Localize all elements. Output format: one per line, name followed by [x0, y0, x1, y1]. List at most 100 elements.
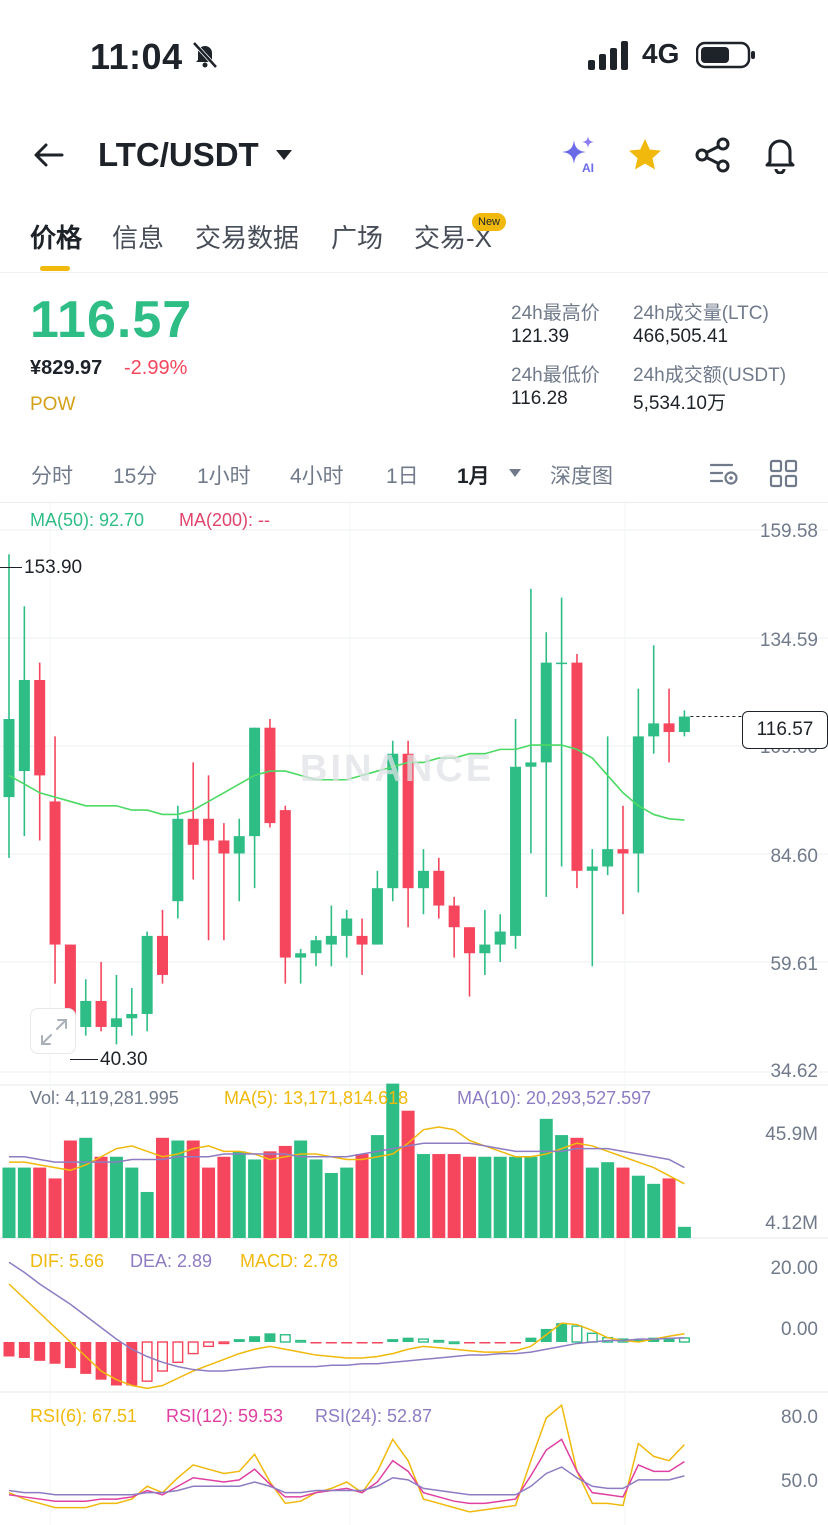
volume-tick: 45.9M: [765, 1124, 818, 1145]
macd-histogram-bar: [249, 1336, 261, 1342]
macd-histogram-bar: [187, 1341, 199, 1355]
macd-histogram-bar: [264, 1333, 276, 1342]
tab-info[interactable]: 信息: [112, 223, 165, 253]
candle-body: [586, 866, 598, 871]
macd-histogram-bar: [510, 1342, 522, 1344]
interval-15m[interactable]: 15分: [113, 465, 158, 488]
volume-bar: [432, 1154, 446, 1238]
volume-bar: [631, 1175, 645, 1238]
price-tick: 159.58: [759, 521, 818, 542]
macd-histogram-bar: [218, 1341, 230, 1345]
status-bar: 11:04 4G: [0, 0, 828, 110]
candle-body: [141, 935, 153, 1014]
interval-depth-chart[interactable]: 深度图: [550, 465, 613, 488]
macd-histogram-bar: [448, 1341, 460, 1345]
interval-1h[interactable]: 1小时: [197, 465, 251, 488]
change-percent: -2.99%: [124, 357, 188, 379]
interval-4h[interactable]: 4小时: [290, 465, 344, 488]
macd-histogram-bar: [356, 1342, 368, 1344]
volume-ma10-line: [9, 1142, 685, 1169]
macd-histogram-bar: [279, 1334, 291, 1343]
pair-title[interactable]: LTC/USDT: [98, 136, 259, 173]
macd-histogram-bar: [80, 1342, 92, 1374]
consensus-tag[interactable]: POW: [30, 394, 76, 415]
candle-body: [110, 1018, 122, 1027]
candle-body: [295, 953, 307, 958]
candle-body: [325, 935, 337, 945]
ai-sparkle-icon[interactable]: AI: [558, 134, 600, 176]
volume-bar: [447, 1154, 461, 1238]
candle-body: [479, 944, 491, 954]
header: LTC/USDT AI: [0, 120, 828, 192]
candle-body: [126, 1013, 138, 1019]
interval-1mo[interactable]: 1月: [457, 465, 490, 488]
volume-bar: [647, 1183, 661, 1238]
macd-histogram-bar: [663, 1337, 675, 1342]
candle-body: [49, 801, 61, 945]
candle-body: [218, 840, 230, 854]
candle-body: [525, 762, 537, 767]
interval-1d[interactable]: 1日: [386, 465, 419, 488]
candle-body: [402, 753, 414, 889]
volume-quote-value: 5,534.10万: [633, 393, 726, 414]
volume-bar: [416, 1154, 430, 1238]
candlestick-chart[interactable]: [0, 500, 828, 1525]
volume-bar: [616, 1167, 630, 1238]
price-tick: 34.62: [770, 1061, 818, 1082]
signal-icon: [588, 41, 628, 70]
price-tick: 59.61: [770, 954, 818, 975]
share-icon[interactable]: [694, 136, 732, 174]
price-tick: 134.59: [759, 630, 818, 651]
chart-settings-icon[interactable]: [708, 458, 740, 490]
expand-chart-button[interactable]: [30, 1008, 76, 1054]
macd-histogram-bar: [172, 1341, 184, 1363]
candle-body: [556, 662, 568, 665]
last-price: 116.57: [30, 291, 193, 349]
clock: 11:04: [90, 36, 183, 77]
interval-more-chevron-icon[interactable]: [508, 468, 522, 478]
tab-trading-data[interactable]: 交易数据: [195, 223, 300, 253]
candle-body: [571, 662, 583, 871]
back-arrow-icon[interactable]: [32, 138, 66, 172]
current-price-tag: 116.57: [742, 711, 828, 749]
high-value: 121.39: [511, 326, 570, 347]
candle-body: [371, 888, 383, 945]
candle-body: [356, 935, 368, 945]
volume-bar: [585, 1167, 599, 1238]
favorite-star-icon[interactable]: [626, 136, 664, 174]
candle-body: [602, 849, 614, 867]
low-label: 24h最低价: [511, 365, 600, 386]
macd-histogram-bar: [464, 1342, 475, 1344]
volume-bar: [156, 1137, 169, 1238]
volume-bar: [509, 1156, 523, 1238]
macd-histogram-bar: [126, 1342, 138, 1386]
interval-time-share[interactable]: 分时: [31, 465, 73, 488]
candle-body: [464, 927, 475, 954]
volume-ma5-line: [9, 1126, 685, 1185]
tab-price[interactable]: 价格: [30, 223, 83, 253]
grid-layout-icon[interactable]: [768, 458, 800, 490]
candle-body: [648, 723, 660, 737]
volume-bar: [539, 1118, 553, 1238]
tab-square[interactable]: 广场: [331, 223, 384, 253]
high-marker: 153.90: [24, 557, 83, 578]
volume-tick: 4.12M: [765, 1213, 818, 1234]
macd-histogram-bar: [632, 1339, 644, 1342]
volume-bar: [63, 1140, 77, 1238]
alert-bell-icon[interactable]: [762, 136, 798, 174]
macd-histogram-bar: [141, 1341, 153, 1382]
macd-histogram-bar: [325, 1342, 337, 1344]
cny-price: ¥829.97: [30, 357, 103, 379]
candle-body: [264, 727, 276, 824]
chevron-down-icon[interactable]: [274, 148, 294, 162]
binance-watermark: BINANCE: [300, 748, 495, 790]
macd-histogram-bar: [525, 1337, 537, 1342]
low-marker-line: [70, 1059, 98, 1060]
macd-tick: 20.00: [770, 1258, 818, 1279]
ma50-line: [8, 744, 685, 821]
volume-bar: [478, 1156, 492, 1238]
expand-icon: [41, 1019, 67, 1045]
volume-bar: [340, 1167, 354, 1238]
macd-histogram-bar: [295, 1339, 307, 1343]
rsi-tick: 80.0: [781, 1407, 818, 1428]
